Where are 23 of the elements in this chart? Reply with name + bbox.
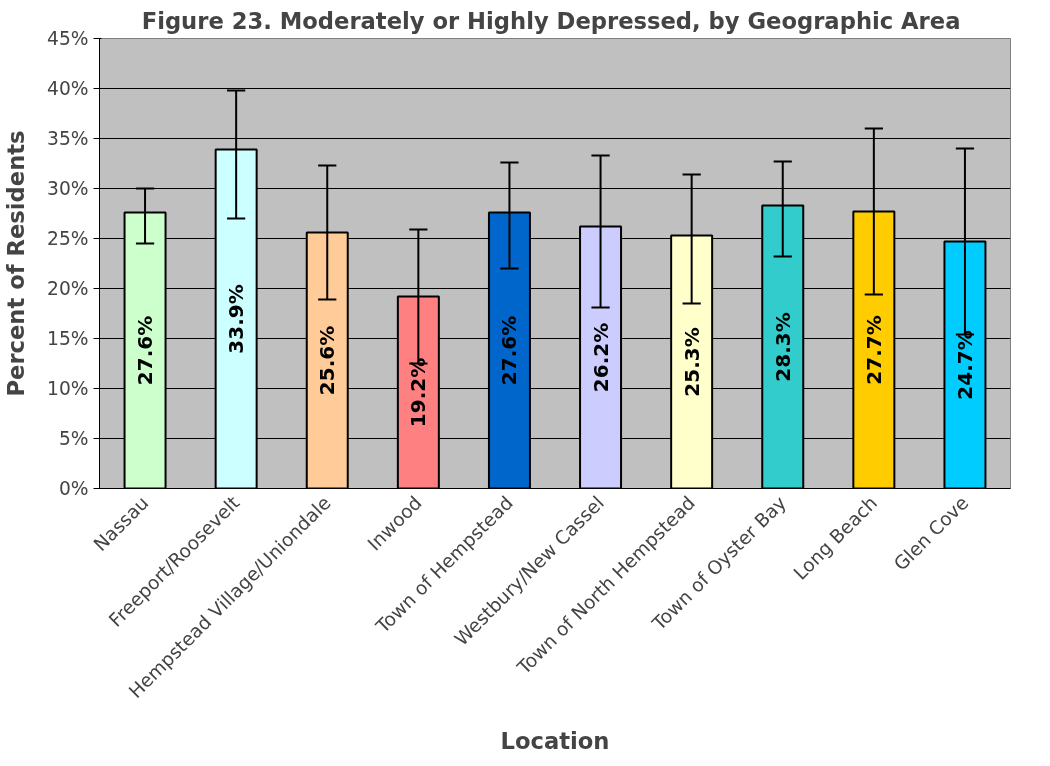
data-label: 25.3%: [679, 327, 704, 397]
data-label: 33.9%: [224, 284, 249, 354]
y-tick-label: 40%: [47, 78, 89, 99]
y-tick-label: 0%: [58, 478, 89, 499]
data-label: 28.3%: [770, 312, 795, 382]
y-tick-label: 10%: [47, 378, 89, 399]
data-label: 19.2%: [406, 357, 431, 428]
y-tick-label: 25%: [47, 228, 89, 249]
y-tick-label: 30%: [47, 178, 89, 199]
data-label: 27.6%: [497, 315, 522, 386]
y-tick-label: 15%: [47, 328, 89, 349]
data-label: 26.2%: [588, 322, 613, 393]
y-tick-label: 5%: [58, 428, 89, 449]
data-label: 27.7%: [861, 315, 886, 385]
y-tick-label: 35%: [47, 128, 89, 149]
data-label: 25.6%: [315, 325, 340, 396]
chart-title: Figure 23. Moderately or Highly Depressed, by Geographic Area: [141, 7, 961, 34]
y-tick-label: 20%: [47, 278, 89, 299]
y-axis-title: Percent of Residents: [3, 130, 30, 397]
y-tick-label: 45%: [47, 28, 89, 49]
data-label: 24.7%: [952, 330, 977, 400]
x-axis-title: Location: [500, 727, 610, 754]
data-label: 27.6%: [133, 315, 158, 386]
